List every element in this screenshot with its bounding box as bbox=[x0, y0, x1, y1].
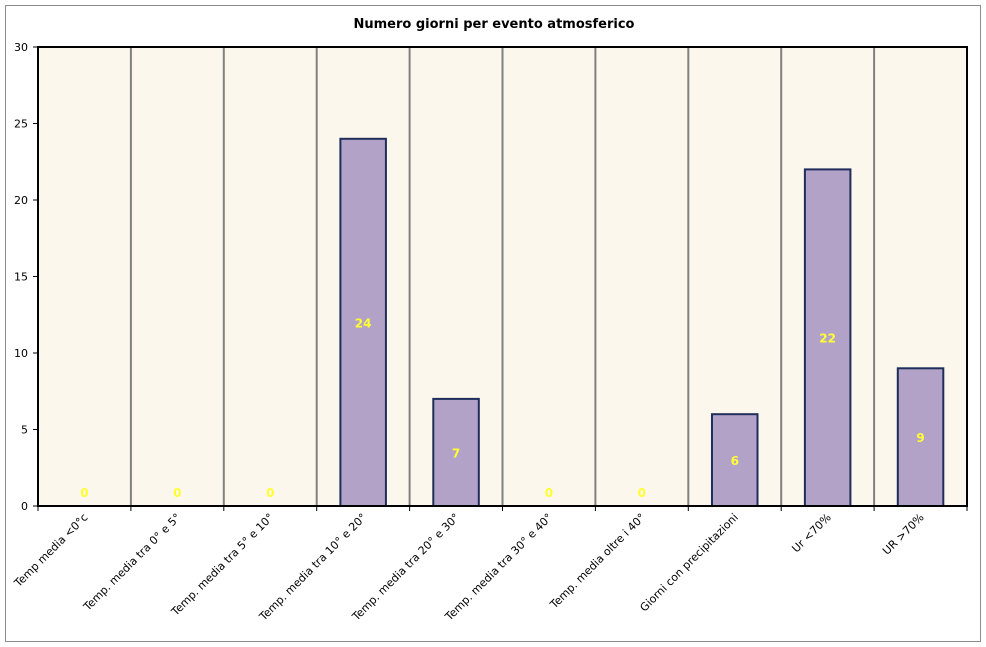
bar bbox=[710, 413, 759, 508]
data-label: 9 bbox=[916, 431, 924, 445]
chart-title: Numero giorni per evento atmosferico bbox=[354, 17, 635, 32]
y-tick-label: 10 bbox=[14, 347, 28, 360]
plot-border bbox=[37, 46, 968, 507]
data-label: 0 bbox=[638, 486, 646, 500]
x-tick-label: Temp. media oltre i 40° bbox=[547, 511, 648, 612]
x-tick-label: Temp media <0°c bbox=[11, 511, 90, 590]
data-label: 0 bbox=[80, 486, 88, 500]
x-tick-label: Temp. media tra 20° e 30° bbox=[349, 511, 462, 624]
x-tick-label: Temp. media tra 5° e 10° bbox=[168, 511, 276, 619]
data-label: 6 bbox=[731, 454, 739, 468]
x-tick-label: Temp. media tra 10° e 20° bbox=[256, 511, 369, 624]
x-tick-label: Ur <70% bbox=[789, 511, 833, 555]
y-tick-label: 30 bbox=[14, 41, 28, 54]
data-label: 7 bbox=[452, 446, 460, 460]
data-label: 0 bbox=[173, 486, 181, 500]
y-tick-label: 5 bbox=[21, 424, 28, 437]
data-label: 0 bbox=[545, 486, 553, 500]
y-tick-label: 0 bbox=[21, 500, 28, 513]
y-tick-label: 15 bbox=[14, 271, 28, 284]
data-label: 0 bbox=[266, 486, 274, 500]
x-tick-label: Giorni con precipitazioni bbox=[637, 511, 740, 614]
y-tick-label: 25 bbox=[14, 118, 28, 131]
y-axis-ticks: 0 5 10 15 20 25 30 bbox=[14, 41, 38, 513]
data-label: 24 bbox=[355, 316, 372, 330]
data-labels: 0 0 0 24 7 0 0 6 22 9 bbox=[80, 316, 924, 500]
data-label: 22 bbox=[819, 332, 836, 346]
bar bbox=[339, 137, 387, 508]
x-tick-label: UR >70% bbox=[880, 511, 927, 558]
x-tick-label: Temp. media tra 30° e 40° bbox=[442, 511, 555, 624]
y-tick-label: 20 bbox=[14, 194, 28, 207]
grid-lines bbox=[129, 47, 876, 506]
x-tick-label: Temp. media tra 0° e 5° bbox=[80, 511, 183, 614]
